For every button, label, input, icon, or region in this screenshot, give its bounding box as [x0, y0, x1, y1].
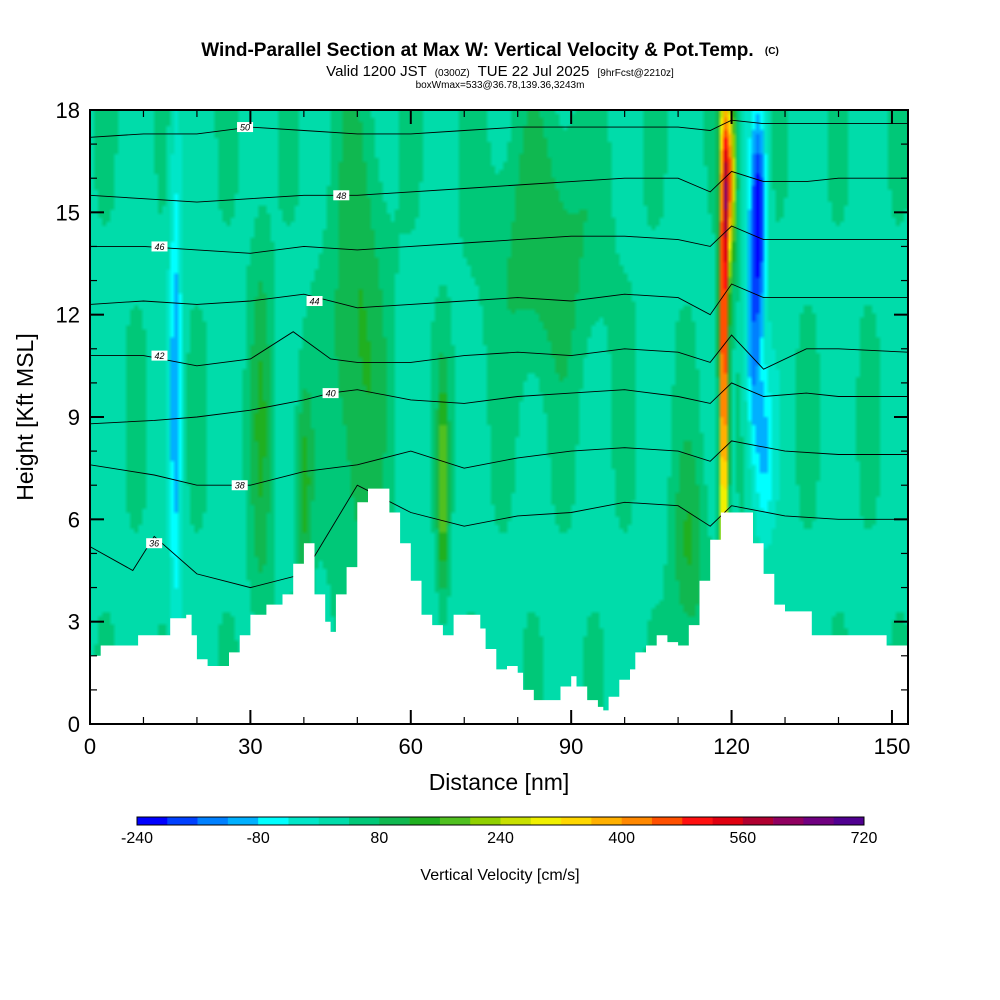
y-tick-label: 9: [68, 405, 80, 430]
colorbar-swatch: [742, 817, 774, 825]
x-tick-label: 60: [399, 734, 423, 759]
colorbar-swatch: [561, 817, 592, 825]
contour-label-bg: [237, 122, 254, 133]
colorbar-tick-label: 560: [729, 830, 756, 847]
colorbar-swatch: [318, 817, 350, 825]
theta-contour-44: [90, 283, 908, 316]
colorbar-swatch: [409, 817, 441, 825]
colorbar-swatch: [682, 817, 713, 825]
colorbar-swatch: [530, 817, 562, 825]
colorbar-swatch: [773, 817, 804, 825]
colorbar-swatch: [258, 817, 289, 825]
y-tick-label: 6: [68, 507, 80, 532]
colorbar: -240 -80 80 240 400 560 720: [121, 816, 878, 847]
colorbar-swatch: [712, 817, 744, 825]
contour-label-bg: [151, 350, 168, 361]
contour-label-bg: [306, 296, 323, 307]
colorbar-tick-label: 240: [487, 830, 514, 847]
chart-title-text: Wind-Parallel Section at Max W: Vertical…: [201, 40, 753, 61]
contour-label: 36: [149, 539, 159, 549]
subtitle-forecast: [9hrFcst@2210z]: [598, 68, 675, 79]
colorbar-swatch: [803, 817, 835, 825]
contour-label-bg: [146, 538, 163, 549]
x-tick-label: 120: [713, 734, 750, 759]
chart-title: Wind-Parallel Section at Max W: Vertical…: [201, 40, 779, 61]
chart-subtitle: Valid 1200 JST (0300Z) TUE 22 Jul 2025 […: [326, 63, 674, 80]
x-tick-label: 0: [84, 734, 96, 759]
theta-contours: 36 38 40 42 44 46 48 50: [90, 119, 908, 589]
y-tick-label: 18: [56, 98, 80, 123]
contour-label-bg: [322, 388, 339, 399]
colorbar-tick-label: -240: [121, 830, 153, 847]
contour-label: 42: [154, 351, 164, 361]
contour-label: 48: [336, 191, 346, 201]
y-tick-label: 15: [56, 200, 80, 225]
contour-label-bg: [333, 190, 350, 201]
theta-contour-46: [90, 225, 908, 254]
colorbar-tick-label: -80: [247, 830, 270, 847]
theta-contour-42: [90, 331, 908, 370]
colorbar-swatch: [470, 817, 501, 825]
colorbar-swatch: [167, 817, 198, 825]
colorbar-tick-label: 720: [851, 830, 878, 847]
colorbar-label: Vertical Velocity [cm/s]: [420, 867, 579, 884]
contour-label-bg: [151, 241, 168, 252]
colorbar-tick-label: 400: [608, 830, 635, 847]
x-tick-label: 30: [238, 734, 262, 759]
theta-contour-36: [90, 484, 908, 589]
colorbar-swatch: [591, 817, 622, 825]
terrain-mask: [90, 488, 908, 724]
contour-label: 44: [310, 297, 320, 307]
colorbar-frame: [136, 816, 865, 826]
colorbar-swatch: [197, 817, 229, 825]
colorbar-swatch: [621, 817, 653, 825]
colorbar-swatch: [651, 817, 683, 825]
theta-contour-40: [90, 382, 908, 425]
contour-label: 40: [326, 389, 336, 399]
y-tick-label: 0: [68, 712, 80, 737]
colorbar-swatch: [833, 817, 865, 825]
contour-label: 46: [154, 242, 164, 252]
subtitle-utc-time: (0300Z): [435, 68, 470, 79]
x-axis-label: Distance [nm]: [429, 769, 570, 795]
x-tick-label: 150: [874, 734, 911, 759]
colorbar-swatch: [137, 817, 168, 825]
subtitle-valid-time: Valid 1200 JST: [326, 63, 426, 80]
theta-contour-48: [90, 170, 908, 203]
colorbar-swatch: [439, 817, 471, 825]
colorbar-tick-label: 80: [370, 830, 388, 847]
colorbar-swatch: [288, 817, 320, 825]
y-tick-label: 3: [68, 610, 80, 635]
x-tick-label: 90: [559, 734, 583, 759]
y-tick-label: 12: [56, 303, 80, 328]
subtitle-date: TUE 22 Jul 2025: [478, 63, 590, 80]
contour-label-bg: [231, 480, 248, 491]
colorbar-swatch: [227, 817, 259, 825]
y-axis-label: Height [Kft MSL]: [12, 333, 38, 500]
contour-label: 38: [235, 481, 245, 491]
contour-label: 50: [240, 123, 250, 133]
colorbar-swatch: [349, 817, 380, 825]
chart-title-mark: (C): [765, 46, 779, 57]
colorbar-swatch: [379, 817, 410, 825]
chart-subtitle-2: boxWmax=533@36.78,139.36,3243m: [416, 80, 585, 91]
colorbar-swatch: [500, 817, 532, 825]
